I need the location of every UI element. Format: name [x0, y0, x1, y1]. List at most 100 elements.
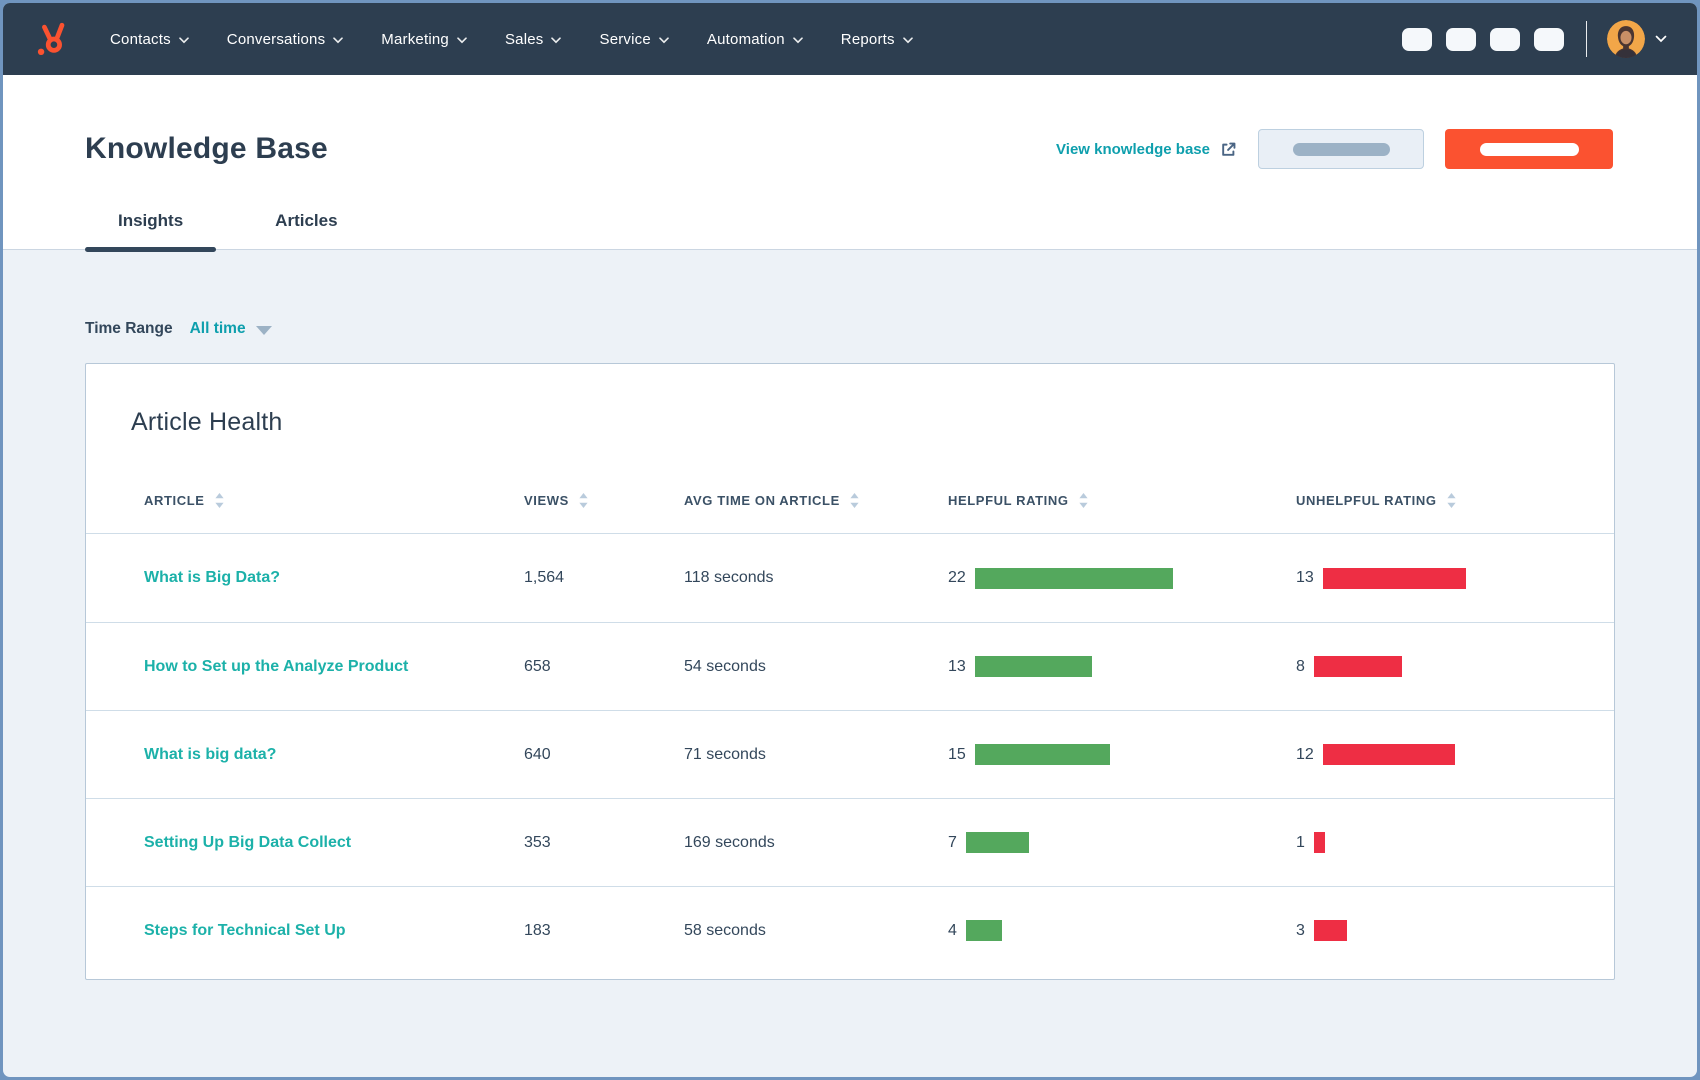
helpful-bar — [965, 920, 1002, 941]
nav-icon-placeholder-2[interactable] — [1446, 27, 1476, 51]
table-row: What is Big Data? 1,564 118 seconds 22 13 — [86, 534, 1614, 622]
column-header-article[interactable]: ARTICLE — [144, 493, 524, 508]
nav-item-label: Marketing — [381, 30, 449, 48]
helpful-bar — [974, 567, 1173, 589]
chevron-down-icon — [902, 36, 913, 44]
chevron-down-icon — [792, 36, 803, 44]
column-label: AVG TIME ON ARTICLE — [684, 493, 840, 508]
tab-articles[interactable]: Articles — [275, 211, 338, 230]
sort-icon[interactable] — [1446, 493, 1456, 508]
view-knowledge-base-label: View knowledge base — [1056, 140, 1210, 158]
column-header-avg-time-on-article[interactable]: AVG TIME ON ARTICLE — [684, 493, 948, 508]
main-content: Time Range All time Article Health ARTIC… — [3, 250, 1697, 1077]
views-value: 1,564 — [524, 569, 565, 586]
page-title: Knowledge Base — [85, 132, 328, 165]
nav-item-service[interactable]: Service — [580, 3, 687, 75]
nav-right — [1388, 20, 1667, 58]
nav-item-sales[interactable]: Sales — [486, 3, 581, 75]
table-row: How to Set up the Analyze Product 658 54 s… — [86, 622, 1614, 710]
helpful-bar — [965, 832, 1029, 853]
secondary-button[interactable] — [1258, 129, 1424, 169]
column-label: UNHELPFUL RATING — [1296, 493, 1437, 508]
time-range-label: Time Range — [85, 320, 173, 337]
chevron-down-icon — [333, 36, 344, 44]
nav-item-label: Sales — [504, 30, 544, 48]
unhelpful-bar — [1322, 744, 1455, 765]
avg-time-value: 54 seconds — [684, 657, 766, 675]
card-title: Article Health — [131, 408, 283, 436]
unhelpful-rating: 13 — [1296, 567, 1614, 589]
chevron-down-icon — [457, 36, 467, 44]
article-link[interactable]: Setting Up Big Data Collect — [144, 833, 352, 851]
unhelpful-rating: 3 — [1296, 920, 1614, 941]
avatar[interactable] — [1607, 20, 1645, 58]
unhelpful-count: 8 — [1296, 657, 1305, 675]
nav-icon-placeholder-4[interactable] — [1534, 27, 1564, 51]
nav-item-marketing[interactable]: Marketing — [362, 3, 486, 75]
nav-icon-placeholders — [1388, 27, 1564, 51]
nav-item-contacts[interactable]: Contacts — [91, 3, 208, 75]
table-header-row: ARTICLE VIEWS AVG TIME ON ARTICLE HELPFUL R… — [86, 493, 1614, 534]
helpful-bar — [974, 744, 1110, 765]
column-label: ARTICLE — [144, 493, 205, 508]
column-header-views[interactable]: VIEWS — [524, 493, 684, 508]
nav-item-label: Automation — [706, 30, 785, 48]
sort-icon[interactable] — [850, 493, 859, 508]
article-health-card: Article Health ARTICLE VIEWS AVG TIME ON A… — [85, 363, 1615, 980]
top-nav: Contacts Conversations Marketing Sales Servi… — [3, 3, 1697, 75]
views-value: 658 — [524, 657, 551, 675]
column-header-helpful-rating[interactable]: HELPFUL RATING — [948, 493, 1296, 508]
helpful-rating: 4 — [948, 920, 1296, 941]
nav-icon-placeholder-1[interactable] — [1402, 27, 1432, 51]
table-row: Setting Up Big Data Collect 353 169 second… — [86, 798, 1614, 886]
caret-down-icon — [255, 326, 272, 335]
helpful-count: 7 — [948, 833, 957, 851]
article-link[interactable]: What is big data? — [144, 745, 277, 763]
helpful-rating: 13 — [948, 656, 1296, 677]
article-link[interactable]: What is Big Data? — [144, 569, 281, 586]
table-body: What is Big Data? 1,564 118 seconds 22 13 How… — [86, 534, 1614, 974]
primary-button[interactable] — [1445, 129, 1613, 169]
account-chevron-icon[interactable] — [1655, 35, 1667, 43]
nav-icon-placeholder-3[interactable] — [1490, 27, 1520, 51]
helpful-count: 22 — [948, 569, 966, 586]
article-link[interactable]: How to Set up the Analyze Product — [144, 657, 409, 675]
nav-item-automation[interactable]: Automation — [688, 3, 822, 75]
filter-row: Time Range All time — [85, 320, 1615, 338]
view-knowledge-base-link[interactable]: View knowledge base — [1056, 141, 1237, 158]
unhelpful-count: 13 — [1296, 569, 1314, 586]
unhelpful-bar — [1313, 832, 1325, 853]
time-range-select[interactable]: All time — [190, 320, 272, 338]
hubspot-logo-icon[interactable] — [33, 20, 71, 58]
unhelpful-count: 3 — [1296, 921, 1305, 939]
nav-item-reports[interactable]: Reports — [822, 3, 932, 75]
nav-item-label: Reports — [840, 30, 895, 48]
unhelpful-rating: 12 — [1296, 744, 1614, 765]
sort-icon[interactable] — [1078, 493, 1088, 508]
article-link[interactable]: Steps for Technical Set Up — [144, 921, 346, 939]
column-header-unhelpful-rating[interactable]: UNHELPFUL RATING — [1296, 493, 1614, 508]
helpful-count: 13 — [948, 657, 966, 675]
helpful-bar — [974, 656, 1092, 677]
nav-divider — [1586, 21, 1587, 57]
chevron-down-icon — [178, 36, 189, 44]
views-value: 640 — [524, 745, 551, 763]
sort-icon[interactable] — [214, 493, 224, 508]
external-link-icon — [1220, 141, 1237, 158]
column-label: VIEWS — [524, 493, 569, 508]
nav-item-conversations[interactable]: Conversations — [208, 3, 362, 75]
time-range-value: All time — [189, 320, 246, 337]
column-label: HELPFUL RATING — [948, 493, 1069, 508]
unhelpful-bar — [1313, 656, 1402, 677]
helpful-rating: 15 — [948, 744, 1296, 765]
table-row: Steps for Technical Set Up 183 58 seconds 4… — [86, 886, 1614, 974]
chevron-down-icon — [551, 36, 562, 44]
tab-insights[interactable]: Insights — [85, 211, 217, 252]
nav-menu: Contacts Conversations Marketing Sales Servi… — [91, 3, 932, 75]
nav-item-label: Service — [599, 30, 651, 48]
unhelpful-bar — [1322, 567, 1466, 589]
helpful-count: 15 — [948, 745, 966, 763]
sort-icon[interactable] — [579, 493, 588, 508]
helpful-rating: 22 — [948, 567, 1296, 589]
